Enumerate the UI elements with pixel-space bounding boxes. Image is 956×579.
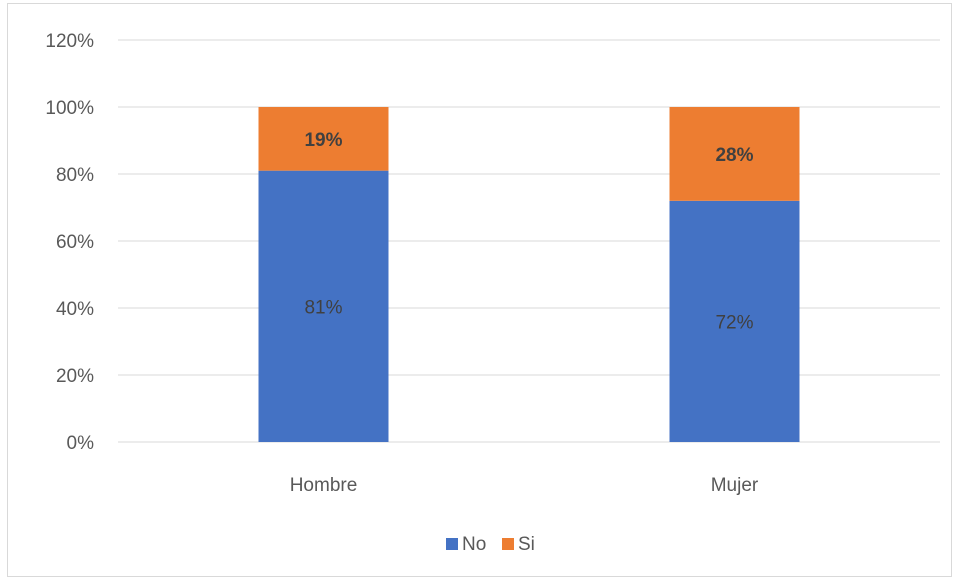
y-axis-tick-labels: 0% 20% 40% 60% 80% 100% 120% [45,31,94,454]
bar-segment-si-mujer [669,107,800,201]
data-label-si-hombre: 19% [304,130,342,151]
y-tick-label: 100% [45,98,94,119]
data-label-no-hombre: 81% [304,297,342,318]
gridlines [118,39,940,443]
y-tick-label: 40% [56,299,94,320]
y-tick-label: 20% [56,366,94,387]
legend-label-no: No [462,534,486,555]
bar-segment-si-hombre [258,107,389,171]
legend-swatch-no [446,538,458,550]
stacked-bar-chart: 0% 20% 40% 60% 80% 100% 120% 81% 19% 72% 28% Homb… [45,31,940,555]
bar-segment-no-hombre [258,170,389,442]
data-labels: 81% 19% 72% 28% [304,130,753,334]
legend-swatch-si [502,538,514,550]
y-tick-label: 120% [45,31,94,52]
y-tick-label: 80% [56,165,94,186]
data-label-si-mujer: 28% [715,145,753,166]
chart-frame: 0% 20% 40% 60% 80% 100% 120% 81% 19% 72% 28% Homb… [7,3,952,577]
legend: No Si [446,534,535,555]
y-tick-label: 60% [56,232,94,253]
y-tick-label: 0% [67,433,95,454]
bar-segment-no-mujer [669,200,800,442]
bars [258,107,800,442]
category-label-hombre: Hombre [290,475,358,496]
data-label-no-mujer: 72% [715,312,753,333]
x-axis-category-labels: Hombre Mujer [290,475,759,496]
legend-label-si: Si [518,534,535,555]
category-label-mujer: Mujer [711,475,759,496]
